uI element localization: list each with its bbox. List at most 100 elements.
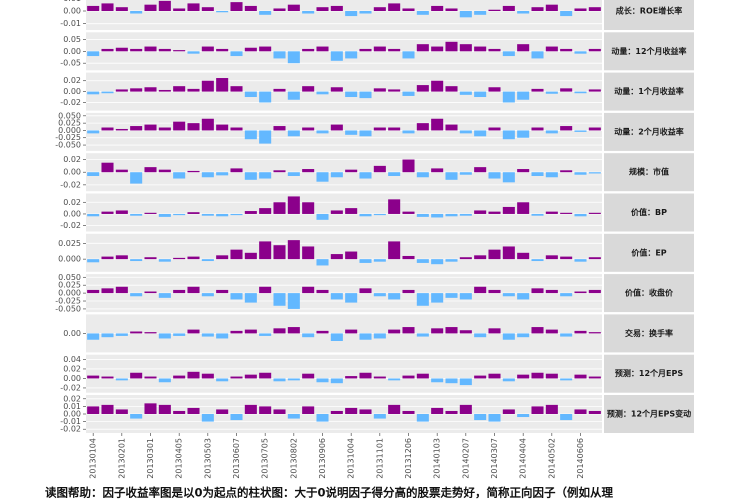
- bar: [545, 130, 558, 134]
- bar: [345, 130, 358, 135]
- bar: [101, 3, 114, 11]
- bar: [416, 293, 429, 306]
- bar: [158, 213, 171, 217]
- bar: [230, 213, 243, 216]
- bar: [560, 170, 573, 173]
- strip-background: [604, 233, 694, 272]
- bar: [87, 375, 100, 379]
- bar: [474, 46, 487, 52]
- bar: [201, 80, 214, 92]
- bar: [244, 404, 257, 414]
- bar: [388, 329, 401, 334]
- bar: [130, 414, 143, 419]
- strip-background: [604, 314, 694, 353]
- bar: [588, 376, 601, 379]
- bar: [302, 286, 315, 294]
- bar: [445, 8, 458, 11]
- bar: [373, 127, 386, 131]
- bar: [402, 211, 415, 214]
- bar: [502, 5, 515, 11]
- bar: [216, 289, 229, 294]
- bar: [187, 51, 200, 54]
- bar: [330, 124, 343, 131]
- bar: [502, 130, 515, 140]
- bar: [488, 127, 501, 131]
- bar: [173, 8, 186, 11]
- bar: [588, 172, 601, 174]
- x-tick-label: 20140207: [461, 438, 470, 479]
- bar: [101, 376, 114, 379]
- strip-label: 价值：BP: [631, 207, 667, 217]
- bar: [259, 130, 272, 144]
- strip-background: [604, 72, 694, 111]
- bar: [259, 208, 272, 214]
- y-tick-label: -0.02: [60, 383, 81, 392]
- y-tick-label: 0.000: [58, 289, 81, 298]
- bar: [488, 414, 501, 422]
- bar: [445, 86, 458, 92]
- bar: [531, 406, 544, 414]
- bar: [187, 329, 200, 334]
- bar: [402, 130, 415, 134]
- bar: [230, 414, 243, 421]
- bar: [216, 409, 229, 414]
- bar: [488, 249, 501, 260]
- bar: [259, 286, 272, 294]
- bar: [273, 328, 286, 334]
- bar: [474, 255, 487, 260]
- bar: [230, 86, 243, 92]
- bar: [87, 259, 100, 263]
- strip-label: 预测：12个月EPS: [615, 368, 683, 378]
- bar: [87, 213, 100, 217]
- bar: [130, 48, 143, 52]
- bar: [517, 202, 530, 214]
- y-tick-label: -0.02: [60, 425, 81, 434]
- bar: [574, 213, 587, 217]
- bar: [187, 212, 200, 214]
- bar: [388, 404, 401, 414]
- bar: [431, 328, 444, 334]
- bar: [459, 404, 472, 414]
- bar: [373, 7, 386, 11]
- bar: [545, 211, 558, 214]
- bar: [474, 414, 487, 421]
- bar: [230, 249, 243, 260]
- bar: [416, 259, 429, 263]
- bar: [474, 130, 487, 137]
- bar: [474, 210, 487, 214]
- bar: [158, 293, 171, 298]
- bar: [531, 172, 544, 176]
- x-tick-label: 20131206: [404, 438, 413, 479]
- bar: [502, 333, 515, 340]
- bar: [459, 130, 472, 134]
- bar: [158, 48, 171, 52]
- bar: [130, 259, 143, 262]
- bar: [502, 172, 515, 183]
- bar: [517, 333, 530, 338]
- bar: [273, 51, 286, 59]
- bar: [216, 124, 229, 131]
- bar: [531, 51, 544, 59]
- bar: [588, 7, 601, 11]
- x-tick-label: 20130906: [318, 438, 327, 479]
- bar: [474, 375, 487, 379]
- bar: [101, 162, 114, 173]
- bar: [588, 89, 601, 92]
- bar: [187, 123, 200, 131]
- bar: [345, 91, 358, 98]
- bar: [388, 3, 401, 11]
- bar: [574, 130, 587, 132]
- bar: [345, 293, 358, 303]
- bar: [445, 213, 458, 217]
- bar: [201, 213, 214, 216]
- bar: [287, 51, 300, 64]
- bar: [359, 11, 372, 14]
- y-tick-label: 0.050: [58, 273, 81, 282]
- bar: [101, 256, 114, 260]
- bar: [302, 86, 315, 92]
- bar: [459, 330, 472, 334]
- bar: [474, 91, 487, 98]
- bar: [101, 333, 114, 338]
- bar: [130, 88, 143, 92]
